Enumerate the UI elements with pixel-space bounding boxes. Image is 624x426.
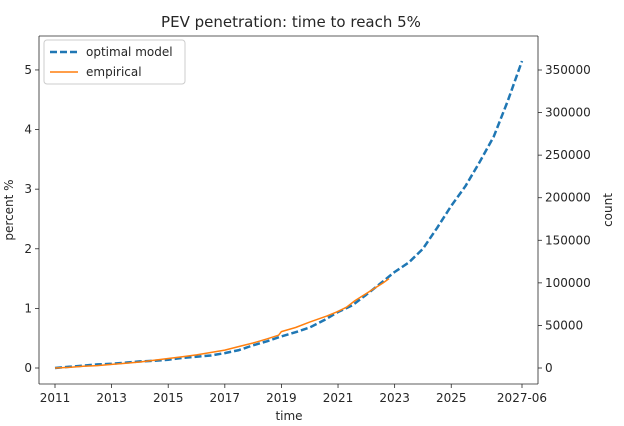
legend-label-optimal-model: optimal model: [86, 45, 173, 59]
x-tick-label: 2021: [323, 391, 354, 405]
y-right-tick-label: 250000: [545, 148, 591, 162]
legend-box: [43, 39, 186, 85]
y-left-tick-label: 0: [24, 361, 32, 375]
y-left-tick-label: 1: [24, 301, 32, 315]
y-right-tick-label: 100000: [545, 276, 591, 290]
series-layer: [54, 60, 524, 370]
y-right-tick-label: 150000: [545, 233, 591, 247]
y-right-tick-label: 200000: [545, 191, 591, 205]
x-tick-label: 2019: [266, 391, 297, 405]
axes-frame: [38, 35, 539, 385]
x-tick-label: 2013: [96, 391, 127, 405]
x-axis-ticks: 2011 2013 2015 2017 2019 2021 2023 2025 2027-06: [40, 384, 547, 405]
legend: optimal model empirical: [43, 39, 186, 85]
x-tick-label: 2025: [436, 391, 467, 405]
x-tick-label: 2027-06: [497, 391, 547, 405]
plot-area: [39, 36, 538, 384]
x-tick-label: 2023: [379, 391, 410, 405]
y-right-axis-label: count: [601, 193, 615, 227]
series-line-optimal-model: [54, 60, 524, 370]
y-left-tick-label: 5: [24, 63, 32, 77]
plot-frame: [39, 36, 538, 384]
y-right-tick-label: 50000: [545, 318, 583, 332]
y-left-axis-label: percent %: [2, 179, 16, 240]
x-tick-label: 2017: [210, 391, 241, 405]
y-left-axis-ticks: 0 1 2 3 4 5: [24, 63, 39, 375]
series-line-empirical: [54, 277, 390, 369]
legend-label-empirical: empirical: [86, 65, 142, 79]
y-right-axis-ticks: 0 50000 100000 150000 200000 250000 300000 3500…: [538, 63, 591, 375]
y-left-tick-label: 2: [24, 242, 32, 256]
y-right-tick-label: 350000: [545, 63, 591, 77]
y-left-tick-label: 4: [24, 123, 32, 137]
chart-title: PEV penetration: time to reach 5%: [161, 13, 421, 31]
x-tick-label: 2011: [40, 391, 71, 405]
y-right-tick-label: 300000: [545, 106, 591, 120]
x-axis-label: time: [275, 409, 302, 423]
y-right-tick-label: 0: [545, 361, 553, 375]
x-tick-label: 2015: [153, 391, 184, 405]
y-left-tick-label: 3: [24, 182, 32, 196]
